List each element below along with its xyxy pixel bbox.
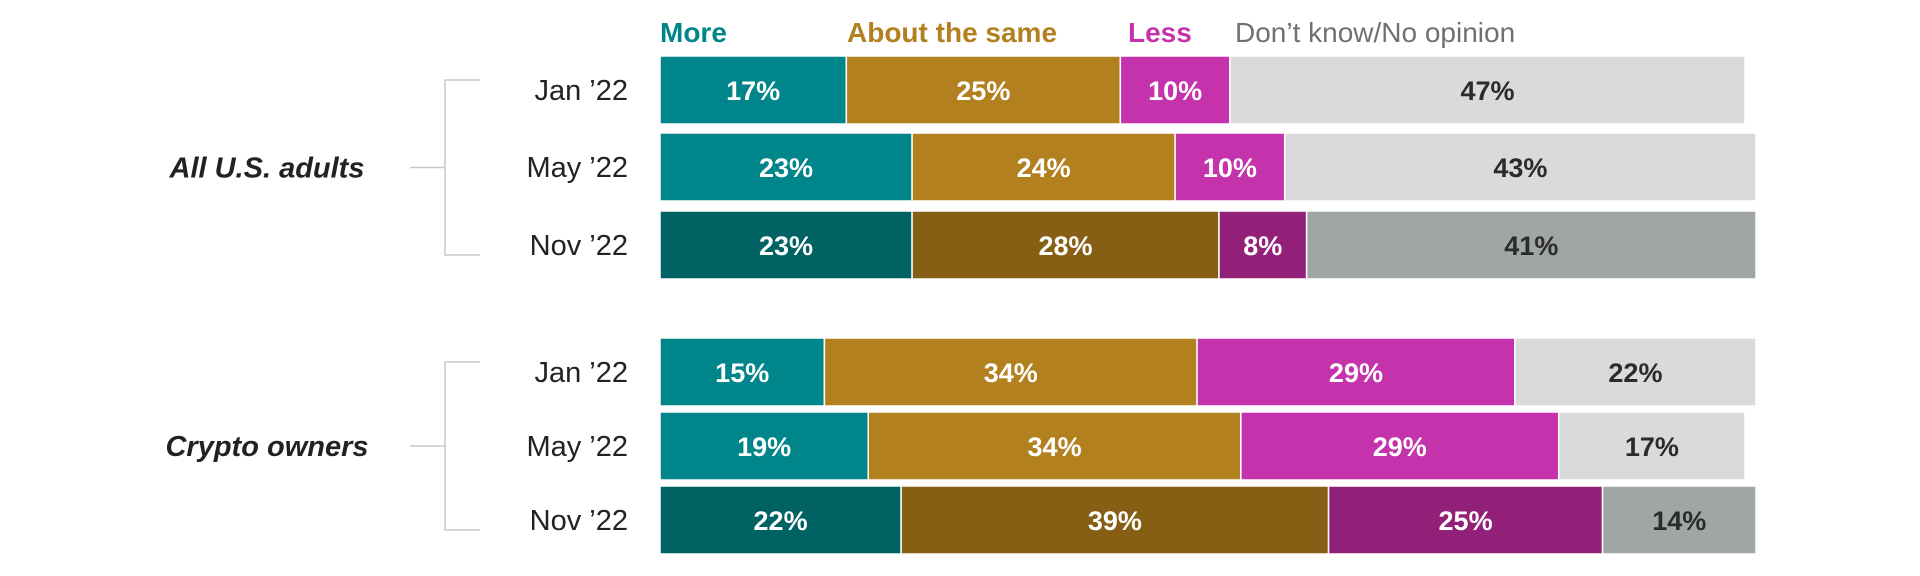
bar-segment-more	[659, 132, 913, 202]
row-label: Nov ’22	[530, 230, 628, 262]
bar-segment-less	[1174, 132, 1286, 202]
data-label: 34%	[1028, 432, 1082, 462]
group-brackets	[410, 79, 480, 531]
row-label: May ’22	[526, 431, 628, 463]
data-label: 25%	[1439, 506, 1493, 536]
bar-segment-more	[659, 411, 869, 481]
bar-row: Nov ’22 23% 28% 8% 41%	[530, 210, 1757, 280]
data-label: 10%	[1203, 153, 1257, 183]
legend-label-more: More	[660, 17, 727, 48]
data-label: 10%	[1148, 76, 1202, 106]
data-label: 23%	[759, 153, 813, 183]
row-label: Nov ’22	[530, 505, 628, 537]
data-label: 29%	[1373, 432, 1427, 462]
row-label: May ’22	[526, 152, 628, 184]
group-labels: All U.S. adults Crypto owners	[165, 153, 368, 464]
bar-segment-dk	[1305, 210, 1757, 280]
data-label: 17%	[1625, 432, 1679, 462]
bracket-line	[410, 361, 480, 531]
bar-segment-same	[867, 411, 1242, 481]
bar-segment-same	[911, 132, 1176, 202]
legend-label-less: Less	[1128, 17, 1192, 48]
row-label: Jan ’22	[534, 357, 628, 389]
bar-segment-more	[659, 55, 848, 125]
data-label: 22%	[754, 506, 808, 536]
bar-row: Jan ’22 17% 25% 10% 47%	[534, 55, 1746, 125]
data-label: 29%	[1329, 358, 1383, 388]
bar-segment-more	[659, 337, 826, 407]
legend-label-same: About the same	[847, 17, 1057, 48]
legend: More About the same Less Don’t know/No opin…	[660, 17, 1515, 48]
bar-segment-same	[845, 55, 1122, 125]
group-label: All U.S. adults	[169, 153, 365, 185]
bar-segment-more	[659, 210, 913, 280]
bar-row: Jan ’22 15% 34% 29% 22%	[534, 337, 1757, 407]
group-label: Crypto owners	[165, 431, 368, 463]
data-label: 28%	[1038, 231, 1092, 261]
bar-segment-less	[1119, 55, 1231, 125]
data-label: 34%	[984, 358, 1038, 388]
data-label: 19%	[737, 432, 791, 462]
group-bracket	[410, 79, 480, 256]
bar-segment-same	[900, 485, 1330, 555]
bar-segment-dk	[1601, 485, 1757, 555]
data-label: 23%	[759, 231, 813, 261]
data-label: 15%	[715, 358, 769, 388]
bar-segment-same	[911, 210, 1220, 280]
bar-segment-less	[1327, 485, 1604, 555]
data-label: 14%	[1652, 506, 1706, 536]
data-label: 43%	[1493, 153, 1547, 183]
legend-label-dk: Don’t know/No opinion	[1235, 17, 1515, 48]
data-label: 24%	[1017, 153, 1071, 183]
data-label: 17%	[726, 76, 780, 106]
bar-segment-less	[1240, 411, 1560, 481]
data-label: 47%	[1460, 76, 1514, 106]
bar-row: May ’22 19% 34% 29% 17%	[526, 411, 1746, 481]
data-label: 22%	[1608, 358, 1662, 388]
bar-segment-dk	[1229, 55, 1746, 125]
bar-segment-more	[659, 485, 902, 555]
bar-row: May ’22 23% 24% 10% 43%	[526, 132, 1757, 202]
bar-segment-dk	[1283, 132, 1757, 202]
bracket-line	[410, 79, 480, 256]
data-label: 8%	[1243, 231, 1282, 261]
data-label: 25%	[956, 76, 1010, 106]
bar-row: Nov ’22 22% 39% 25% 14%	[530, 485, 1757, 555]
data-label: 39%	[1088, 506, 1142, 536]
row-label: Jan ’22	[534, 75, 628, 107]
chart-rows: Jan ’22 17% 25% 10% 47% May ’22 23% 24% 10% 43% No…	[526, 55, 1757, 555]
data-label: 41%	[1504, 231, 1558, 261]
bar-segment-same	[823, 337, 1198, 407]
group-bracket	[410, 361, 480, 531]
bar-segment-dk	[1557, 411, 1746, 481]
bar-segment-dk	[1514, 337, 1757, 407]
